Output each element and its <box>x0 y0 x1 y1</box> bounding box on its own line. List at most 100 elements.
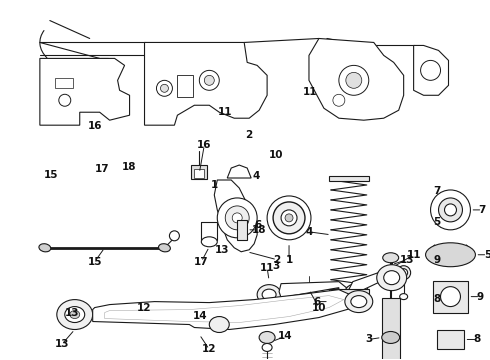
Circle shape <box>199 70 219 90</box>
Bar <box>237 220 247 240</box>
Circle shape <box>420 60 441 80</box>
Ellipse shape <box>262 343 272 351</box>
Ellipse shape <box>345 284 369 302</box>
Text: 2: 2 <box>245 130 253 140</box>
Circle shape <box>346 72 362 88</box>
Ellipse shape <box>400 269 408 277</box>
Circle shape <box>225 206 249 230</box>
Polygon shape <box>414 45 448 95</box>
Text: 9: 9 <box>477 292 484 302</box>
Polygon shape <box>40 58 129 125</box>
Ellipse shape <box>39 244 51 252</box>
Bar <box>329 176 369 181</box>
Text: 1: 1 <box>285 255 293 265</box>
Bar <box>195 169 204 178</box>
Text: 9: 9 <box>434 255 441 265</box>
Circle shape <box>156 80 172 96</box>
Ellipse shape <box>65 307 85 323</box>
Circle shape <box>59 94 71 106</box>
Text: 8: 8 <box>474 334 481 345</box>
Text: 12: 12 <box>137 303 151 314</box>
Polygon shape <box>349 270 399 296</box>
Bar <box>192 165 207 179</box>
Bar <box>437 329 465 350</box>
Text: 12: 12 <box>202 345 217 355</box>
Ellipse shape <box>400 294 408 300</box>
Polygon shape <box>93 290 357 329</box>
Text: 16: 16 <box>88 121 102 131</box>
Circle shape <box>232 213 242 223</box>
Text: 5: 5 <box>434 217 441 227</box>
Circle shape <box>441 287 461 307</box>
Ellipse shape <box>383 253 399 263</box>
Text: 10: 10 <box>269 150 283 160</box>
Text: 18: 18 <box>252 225 267 235</box>
Ellipse shape <box>439 198 463 222</box>
Text: 4: 4 <box>253 171 260 181</box>
Text: 13: 13 <box>54 339 69 350</box>
Polygon shape <box>279 282 349 302</box>
Text: 18: 18 <box>122 162 137 172</box>
Text: 11: 11 <box>260 263 274 273</box>
Bar <box>177 75 194 97</box>
Text: 11: 11 <box>218 107 232 117</box>
Text: 7: 7 <box>433 186 441 197</box>
Ellipse shape <box>382 332 400 343</box>
Text: 17: 17 <box>95 164 110 174</box>
Ellipse shape <box>285 214 293 222</box>
Polygon shape <box>309 39 404 120</box>
Ellipse shape <box>262 289 276 300</box>
Text: 6: 6 <box>254 220 262 230</box>
Text: 13: 13 <box>65 308 79 318</box>
Text: 8: 8 <box>434 294 441 304</box>
Ellipse shape <box>333 298 365 306</box>
Ellipse shape <box>345 291 373 312</box>
Polygon shape <box>214 180 257 252</box>
Ellipse shape <box>57 300 93 329</box>
Circle shape <box>217 198 257 238</box>
Ellipse shape <box>426 243 475 267</box>
Text: 14: 14 <box>193 311 208 321</box>
Ellipse shape <box>267 196 311 240</box>
Circle shape <box>160 84 169 92</box>
Text: 10: 10 <box>312 302 326 312</box>
Bar <box>433 281 468 312</box>
Ellipse shape <box>159 244 171 252</box>
Ellipse shape <box>397 266 411 280</box>
Ellipse shape <box>444 204 457 216</box>
Circle shape <box>204 75 214 85</box>
Ellipse shape <box>384 271 400 285</box>
Polygon shape <box>227 165 251 178</box>
Text: 11: 11 <box>303 87 318 97</box>
Ellipse shape <box>431 190 470 230</box>
Ellipse shape <box>257 285 281 305</box>
Circle shape <box>333 94 345 106</box>
Ellipse shape <box>201 237 217 247</box>
Text: 3: 3 <box>272 261 280 271</box>
Text: 5: 5 <box>484 250 490 260</box>
Bar <box>329 289 369 294</box>
Text: 15: 15 <box>87 257 102 267</box>
Text: 16: 16 <box>197 140 212 150</box>
Ellipse shape <box>273 202 305 234</box>
Ellipse shape <box>209 316 229 333</box>
Text: 13: 13 <box>215 245 229 255</box>
Ellipse shape <box>329 294 369 309</box>
Ellipse shape <box>259 332 275 343</box>
Text: 11: 11 <box>406 250 421 260</box>
Polygon shape <box>145 42 267 125</box>
Ellipse shape <box>351 288 363 297</box>
Text: 13: 13 <box>399 255 414 265</box>
Bar <box>382 298 400 360</box>
Circle shape <box>339 66 369 95</box>
Ellipse shape <box>377 265 407 291</box>
Text: 15: 15 <box>44 170 58 180</box>
Ellipse shape <box>351 296 367 307</box>
Ellipse shape <box>170 231 179 241</box>
Polygon shape <box>105 296 344 323</box>
Ellipse shape <box>281 210 297 226</box>
Text: 4: 4 <box>305 227 313 237</box>
Text: 17: 17 <box>194 257 209 267</box>
Text: 1: 1 <box>211 180 219 190</box>
Text: 3: 3 <box>365 334 372 345</box>
